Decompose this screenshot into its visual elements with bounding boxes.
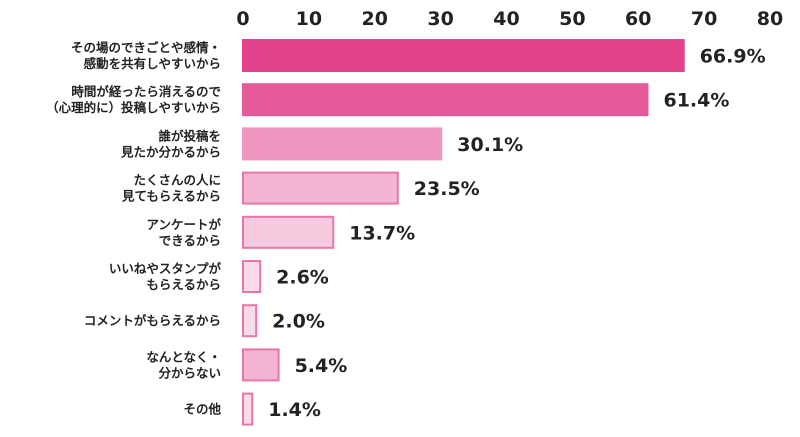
value-labels: 66.9% 61.4% 30.1% 23.5% 13.7% 2.6% 2.0% 5.4% 1.4… xyxy=(268,46,765,422)
x-tick-label: 0 xyxy=(236,8,249,30)
category-label: 時間が経ったら消えるので（心理的に）投稿しやすいから xyxy=(46,84,221,115)
bar xyxy=(242,304,258,338)
bar xyxy=(242,348,280,382)
category-label: いいねやスタンプがもらえるから xyxy=(109,261,222,292)
x-tick-label: 70 xyxy=(691,8,717,30)
category-label: なんとなく・分からない xyxy=(146,349,221,380)
bar xyxy=(242,260,262,293)
bar xyxy=(242,83,649,117)
x-tick-label: 50 xyxy=(559,8,585,30)
bar xyxy=(242,171,399,205)
value-label: 5.4% xyxy=(295,355,348,377)
category-labels: その場のできごとや感情・感動を共有しやすいから時間が経ったら消えるので（心理的に… xyxy=(46,40,221,417)
x-tick-label: 30 xyxy=(427,8,453,30)
value-label: 61.4% xyxy=(663,90,729,112)
value-label: 66.9% xyxy=(700,46,766,68)
bars xyxy=(242,39,685,426)
bar xyxy=(242,39,685,72)
x-tick-label: 60 xyxy=(625,8,651,30)
x-tick-label: 40 xyxy=(493,8,519,30)
value-label: 1.4% xyxy=(268,399,321,421)
bar xyxy=(242,392,254,426)
category-label: アンケートができるから xyxy=(146,217,221,248)
value-label: 30.1% xyxy=(457,134,523,156)
category-label: その他 xyxy=(183,402,221,417)
bar xyxy=(242,215,335,249)
category-label: その場のできごとや感情・感動を共有しやすいから xyxy=(71,40,221,71)
value-label: 2.0% xyxy=(272,311,325,333)
x-tick-label: 10 xyxy=(296,8,322,30)
value-label: 23.5% xyxy=(414,178,480,200)
category-label: コメントがもらえるから xyxy=(84,313,221,328)
bar xyxy=(242,127,443,161)
category-label: 誰が投稿を見たか分かるから xyxy=(120,128,221,159)
x-axis-ticks: 0 10 20 30 40 50 60 70 80 xyxy=(236,8,783,30)
x-tick-label: 80 xyxy=(757,8,783,30)
value-label: 2.6% xyxy=(276,267,329,289)
category-label: たくさんの人に見てもらえるから xyxy=(121,173,221,204)
value-label: 13.7% xyxy=(349,222,415,244)
x-tick-label: 20 xyxy=(362,8,388,30)
